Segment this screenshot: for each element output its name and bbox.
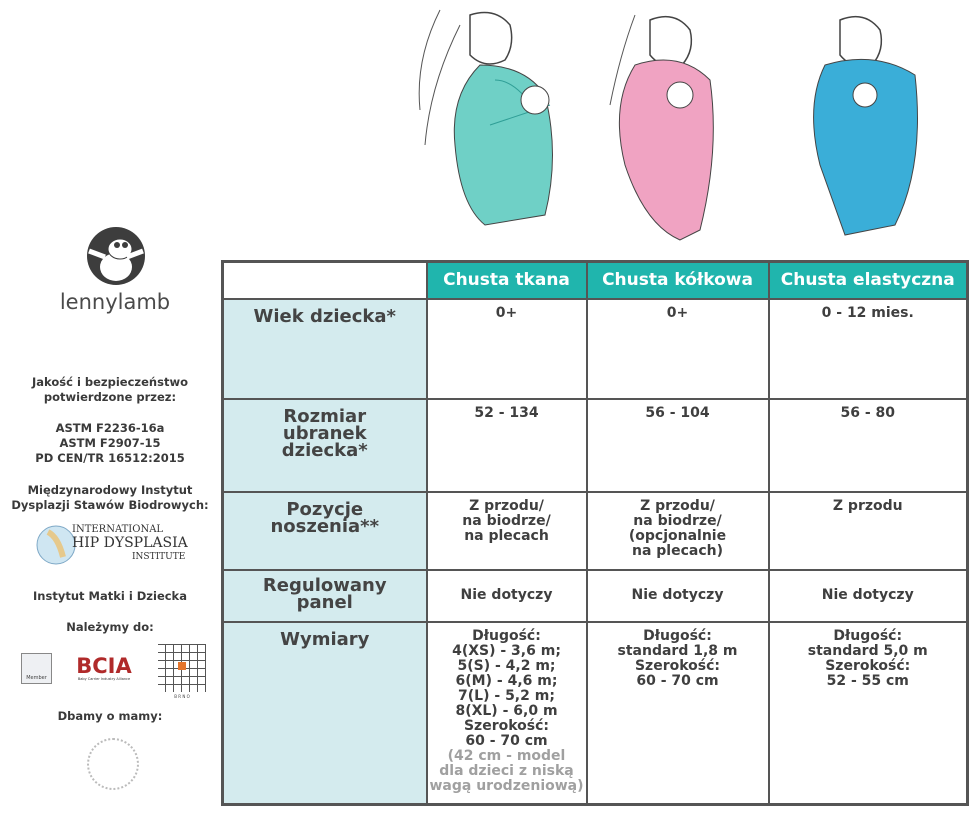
column-ring-sling: Chusta kółkowa [585, 260, 770, 300]
cell: 0+ [585, 297, 770, 400]
table-row-size: Rozmiar ubranek dziecka* 52 - 134 56 - 104… [221, 397, 969, 493]
care-heading: Dbamy o mamy: [57, 709, 163, 723]
header-row: Chusta tkana Chusta kółkowa Chusta elast… [221, 260, 969, 300]
cell: Z przodu [767, 490, 969, 571]
cell: Z przodu/na biodrze/na plecach [425, 490, 588, 571]
row-label: Pozycje noszenia** [221, 490, 428, 571]
cell: Długość: 4(XS) - 3,6 m; 5(S) - 4,2 m; 6(M) … [425, 620, 588, 806]
cell: 56 - 80 [767, 397, 969, 493]
lennylamb-logo-icon [87, 227, 145, 285]
low-birth-weight-note: (42 cm - model [447, 747, 566, 764]
cell: Długość: standard 1,8 m Szerokość: 60 - 70 … [585, 620, 770, 806]
table-row-age: Wiek dziecka* 0+ 0+ 0 - 12 mies. [221, 297, 969, 400]
cell: Nie dotyczy [585, 568, 770, 623]
comparison-table: Chusta tkana Chusta kółkowa Chusta elast… [221, 260, 969, 806]
stretchy-wrap-illustration [813, 15, 918, 236]
column-woven-wrap: Chusta tkana [425, 260, 588, 300]
cell: Z przodu/na biodrze/(opcjonalnie na pleca… [585, 490, 770, 571]
cell: 56 - 104 [585, 397, 770, 493]
hip-bone-icon [36, 525, 76, 565]
standards-list: ASTM F2236-16a ASTM F2907-15 PD CEN/TR 165… [35, 421, 185, 465]
brno-logo: B R N O [158, 644, 206, 699]
ring-sling-illustration [609, 14, 714, 241]
cell: Nie dotyczy [425, 568, 588, 623]
table-row-positions: Pozycje noszenia** Z przodu/na biodrze/na… [221, 490, 969, 571]
row-label: Regulowany panel [221, 568, 428, 623]
bcia-logo: BCIA Baby Carrier Industry Alliance [76, 654, 132, 681]
brand-name: lennylamb [59, 290, 171, 314]
table-row-dimensions: Wymiary Długość: 4(XS) - 3,6 m; 5(S) - 4,2… [221, 620, 969, 806]
quality-heading: Jakość i bezpieczeństwo potwierdzone prze… [32, 375, 188, 404]
row-label: Rozmiar ubranek dziecka* [221, 397, 428, 493]
woven-wrap-illustration [418, 9, 553, 226]
row-label: Wymiary [221, 620, 428, 806]
cell: 52 - 134 [425, 397, 588, 493]
mother-child-institute: Instytut Matki i Dziecka [33, 589, 187, 603]
cell: 0 - 12 mies. [767, 297, 969, 400]
hip-dysplasia-logo: INTERNATIONAL HIP DYSPLASIA INSTITUTE [36, 522, 196, 572]
cell: 0+ [425, 297, 588, 400]
member-heading: Należymy do: [66, 620, 154, 634]
column-stretchy-wrap: Chusta elastyczna [767, 260, 969, 300]
row-label: Wiek dziecka* [221, 297, 428, 400]
cell: Długość: standard 5,0 m Szerokość: 52 - 55 … [767, 620, 969, 806]
hip-institute-heading: Międzynarodowy Instytut Dysplazji Stawów … [11, 483, 209, 512]
astm-member-logo: Member [21, 653, 52, 684]
cell: Nie dotyczy [767, 568, 969, 623]
table-row-panel: Regulowany panel Nie dotyczy Nie dotyczy … [221, 568, 969, 623]
mothers-care-stamp [87, 738, 139, 790]
